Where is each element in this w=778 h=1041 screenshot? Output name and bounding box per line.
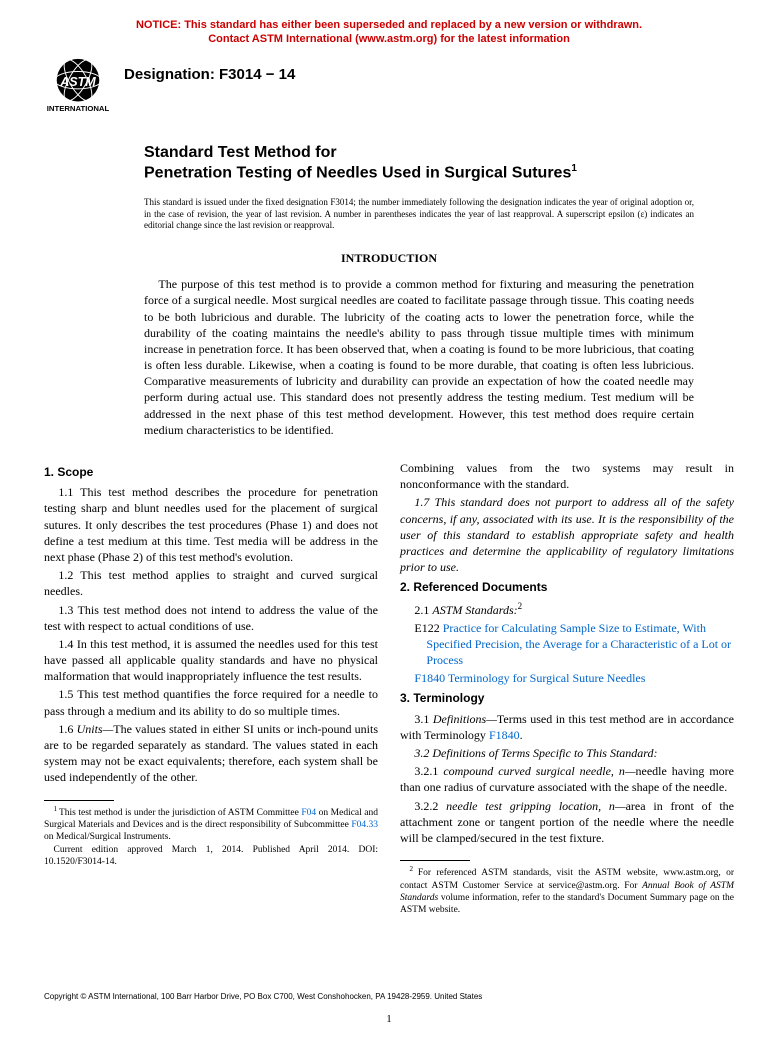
- svg-text:ASTM: ASTM: [59, 75, 96, 89]
- introduction-body: The purpose of this test method is to pr…: [144, 276, 694, 438]
- scope-1-6: 1.6 Units—The values stated in either SI…: [44, 721, 378, 786]
- copyright-line: Copyright © ASTM International, 100 Barr…: [44, 992, 482, 1003]
- page-number: 1: [0, 1012, 778, 1027]
- footnote-1: 1 This test method is under the jurisdic…: [44, 805, 378, 869]
- terminology-3-2-2: 3.2.2 needle test gripping location, n—a…: [400, 798, 734, 847]
- referenced-heading: 2. Referenced Documents: [400, 579, 734, 595]
- scope-1-3: 1.3 This test method does not intend to …: [44, 602, 378, 634]
- issuance-note: This standard is issued under the fixed …: [144, 197, 694, 232]
- scope-1-2: 1.2 This test method applies to straight…: [44, 567, 378, 599]
- logo-label: INTERNATIONAL: [47, 104, 110, 113]
- left-column: 1. Scope 1.1 This test method describes …: [44, 460, 378, 917]
- right-column: Combining values from the two systems ma…: [400, 460, 734, 917]
- introduction-heading: INTRODUCTION: [44, 250, 734, 266]
- scope-1-7: 1.7 This standard does not purport to ad…: [400, 494, 734, 575]
- link-f1840-title[interactable]: Terminology for Surgical Suture Needles: [448, 671, 646, 685]
- title-superscript: 1: [571, 163, 577, 174]
- title-line2: Penetration Testing of Needles Used in S…: [144, 164, 571, 181]
- footnote-2: 2 For referenced ASTM standards, visit t…: [400, 865, 734, 917]
- terminology-3-1: 3.1 Definitions—Terms used in this test …: [400, 711, 734, 743]
- scope-1-6-cont: Combining values from the two systems ma…: [400, 460, 734, 492]
- scope-1-5: 1.5 This test method quantifies the forc…: [44, 686, 378, 718]
- notice-line2: Contact ASTM International (www.astm.org…: [208, 33, 570, 45]
- body-columns: 1. Scope 1.1 This test method describes …: [44, 460, 734, 917]
- title-line1: Standard Test Method for: [144, 144, 337, 161]
- link-f1840-code[interactable]: F1840: [414, 671, 447, 685]
- terminology-heading: 3. Terminology: [400, 690, 734, 706]
- ref-f1840: F1840 Terminology for Surgical Suture Ne…: [400, 670, 734, 686]
- notice-line1: NOTICE: This standard has either been su…: [136, 19, 642, 31]
- link-f04[interactable]: F04: [301, 808, 316, 818]
- link-f1840-inline[interactable]: F1840: [489, 728, 520, 742]
- astm-logo: ASTM INTERNATIONAL: [44, 57, 112, 115]
- supersession-notice: NOTICE: This standard has either been su…: [44, 18, 734, 47]
- scope-heading: 1. Scope: [44, 464, 378, 480]
- scope-1-4: 1.4 In this test method, it is assumed t…: [44, 636, 378, 685]
- terminology-3-2-1: 3.2.1 compound curved surgical needle, n…: [400, 763, 734, 795]
- referenced-2-1: 2.1 ASTM Standards:2: [400, 600, 734, 618]
- ref-e122: E122 Practice for Calculating Sample Siz…: [400, 620, 734, 669]
- document-title: Standard Test Method for Penetration Tes…: [144, 143, 694, 183]
- footnote-separator-2: [400, 860, 470, 861]
- document-header: ASTM INTERNATIONAL Designation: F3014 − …: [44, 57, 734, 115]
- footnote-separator: [44, 800, 114, 801]
- scope-1-1: 1.1 This test method describes the proce…: [44, 484, 378, 565]
- link-e122[interactable]: Practice for Calculating Sample Size to …: [426, 621, 731, 667]
- designation: Designation: F3014 − 14: [124, 65, 295, 85]
- link-f04-33[interactable]: F04.33: [351, 820, 378, 830]
- terminology-3-2: 3.2 Definitions of Terms Specific to Thi…: [400, 745, 734, 761]
